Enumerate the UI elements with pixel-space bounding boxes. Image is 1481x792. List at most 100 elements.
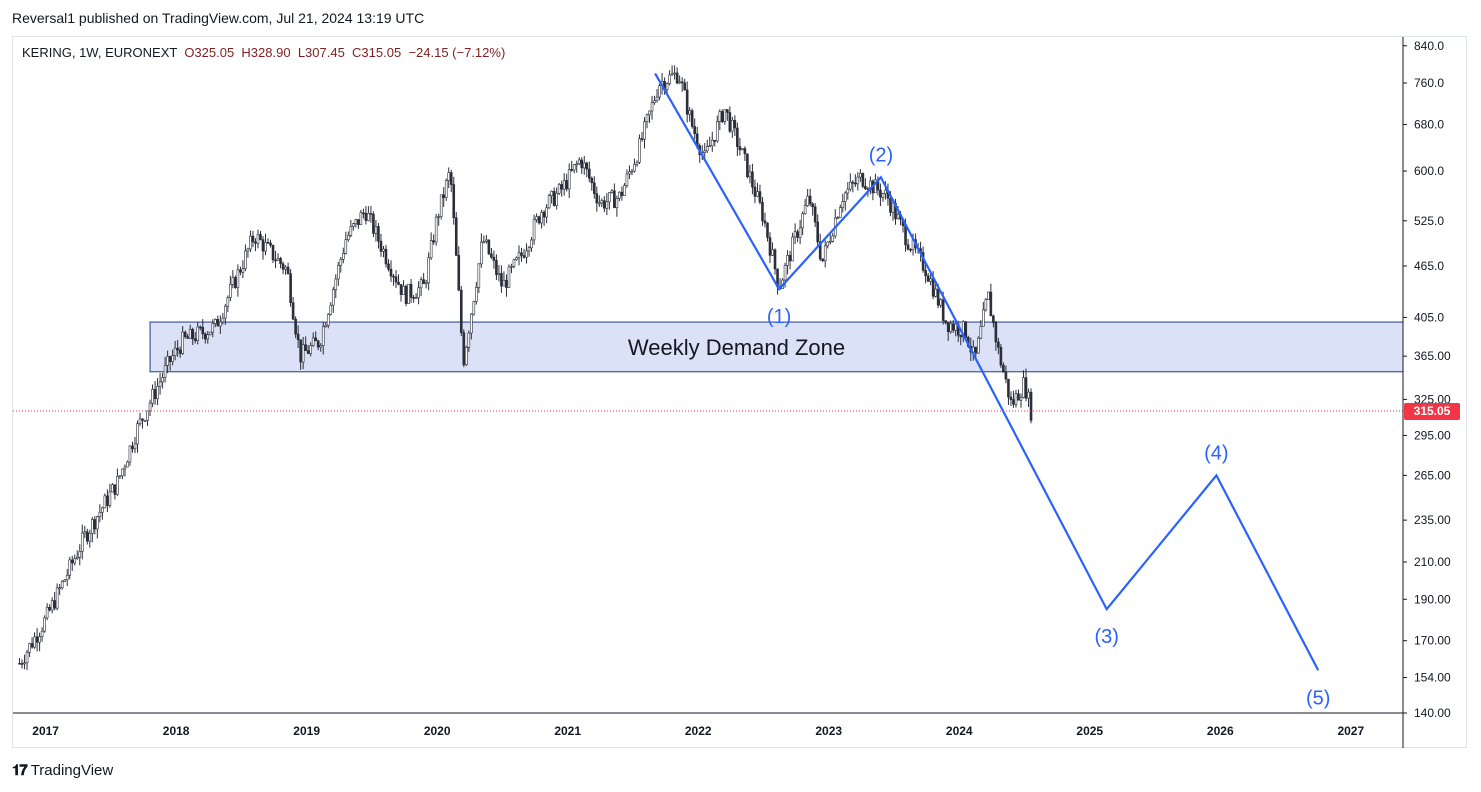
candle-body <box>18 662 21 665</box>
candle-body <box>643 121 646 140</box>
candle-body <box>806 195 809 206</box>
candle-body <box>813 206 817 223</box>
candle-body <box>550 190 553 196</box>
candle-body <box>874 179 877 194</box>
candle-body <box>557 184 561 194</box>
candle-body <box>547 195 551 209</box>
candle-body <box>600 200 604 204</box>
candle-body <box>20 663 24 665</box>
candle-body <box>339 258 343 266</box>
candle-body <box>567 169 571 190</box>
candle-body <box>683 82 686 91</box>
candle-body <box>490 253 493 258</box>
candle-body <box>208 331 212 336</box>
candle-body <box>35 636 39 643</box>
candle-body <box>537 216 541 224</box>
candle-body <box>891 202 895 213</box>
tradingview-logo[interactable]: 𝟏𝟕 TradingView <box>12 762 113 779</box>
candle-body <box>515 257 518 261</box>
candle-body <box>836 217 840 219</box>
x-tick-label: 2027 <box>1337 724 1364 738</box>
candle-body <box>181 331 184 354</box>
candle-body <box>497 273 501 275</box>
candle-body <box>492 256 496 261</box>
candle-body <box>424 282 428 285</box>
candle-body <box>964 321 968 338</box>
candle-body <box>342 253 345 260</box>
candle-body <box>688 110 691 115</box>
candle-body <box>655 96 659 101</box>
demand-zone-rect <box>149 321 1404 373</box>
candle-body <box>402 285 405 295</box>
candle-body <box>926 275 930 282</box>
candle-body <box>246 248 250 252</box>
candle-body <box>186 336 189 339</box>
candle-body <box>131 445 134 450</box>
candle-body <box>741 148 744 151</box>
legend-symbol: KERING, 1W, EURONEXT <box>22 45 178 60</box>
candle-body <box>946 322 950 333</box>
candle-body <box>565 180 568 190</box>
candle-body <box>121 468 124 477</box>
candle-body <box>658 85 661 98</box>
candle-body <box>944 320 947 324</box>
candle-body <box>459 289 463 333</box>
candle-body <box>118 475 122 478</box>
candle-body <box>452 184 456 218</box>
candle-body <box>502 279 506 287</box>
candle-body <box>823 245 827 261</box>
y-tick-label: 140.00 <box>1414 706 1451 720</box>
candle-body <box>989 291 993 317</box>
candle-body <box>224 305 227 319</box>
wave-label: (4) <box>1204 442 1228 464</box>
legend-change: −24.15 (−7.12%) <box>408 45 506 60</box>
candle-body <box>838 207 842 218</box>
candle-body <box>91 519 94 534</box>
candle-body <box>412 297 415 299</box>
candle-body <box>540 211 543 224</box>
candle-body <box>542 211 546 218</box>
candle-body <box>1004 371 1008 380</box>
candle-body <box>803 205 807 214</box>
candle-body <box>618 191 621 199</box>
candle-body <box>931 278 935 297</box>
candle-body <box>545 207 548 218</box>
candle-body <box>457 255 461 291</box>
x-tick-label: 2019 <box>293 724 320 738</box>
candle-body <box>758 191 762 203</box>
candle-body <box>605 201 609 209</box>
candle-body <box>570 169 574 171</box>
candle-body <box>951 323 955 331</box>
candle-body <box>206 334 210 340</box>
candle-body <box>93 519 97 530</box>
candle-body <box>1024 377 1028 399</box>
candle-body <box>276 257 280 261</box>
candle-body <box>954 323 958 331</box>
candle-body <box>811 203 814 208</box>
candle-body <box>203 333 207 340</box>
candle-body <box>136 423 139 445</box>
candle-body <box>299 339 302 363</box>
candle-body <box>269 242 272 246</box>
candle-body <box>771 249 774 256</box>
candle-body <box>65 574 69 581</box>
candle-body <box>896 214 900 220</box>
candle-body <box>392 275 395 278</box>
axes-layer: 840.0 760.0 680.0 600.0 525.0 465.0 405.0 365.0… <box>13 37 1451 748</box>
candle-body <box>851 181 855 184</box>
candle-body <box>70 559 74 564</box>
candle-body <box>512 259 516 267</box>
candle-body <box>314 337 317 342</box>
y-tick-label: 265.00 <box>1414 468 1451 482</box>
y-tick-label: 840.0 <box>1414 39 1444 53</box>
candle-body <box>768 237 772 256</box>
candle-body <box>183 331 187 338</box>
candle-body <box>329 304 333 315</box>
candle-body <box>1012 399 1015 405</box>
candle-body <box>854 182 857 185</box>
candle-body <box>884 189 887 194</box>
candle-body <box>718 111 722 122</box>
x-tick-label: 2024 <box>946 724 973 738</box>
published-caption: Reversal1 published on TradingView.com, … <box>12 10 425 26</box>
